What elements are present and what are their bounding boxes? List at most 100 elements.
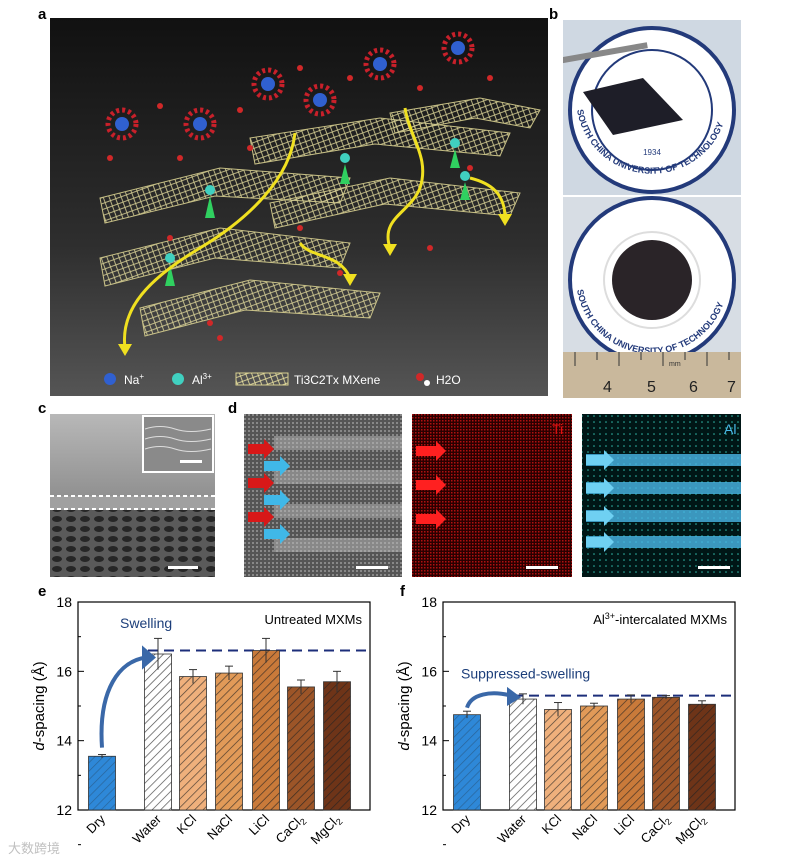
bar-hatch: [252, 650, 280, 810]
bar-kcl: [544, 702, 572, 811]
x-tick-label: Water: [129, 811, 164, 846]
x-tick-label: CaCl2: [638, 812, 674, 848]
panel-label-c: c: [38, 400, 47, 417]
tem-scale-bar: [356, 566, 388, 569]
bar-hatch: [688, 704, 716, 810]
tem-image: [244, 414, 402, 577]
ruler-number-6: 6: [689, 379, 698, 396]
panel-label-d: d: [228, 400, 238, 417]
ti-label: Ti: [552, 421, 563, 437]
bar-hatch: [652, 697, 680, 810]
chart-title: Untreated MXMs: [264, 612, 362, 627]
legend-mxene: Ti3C2Tx MXene: [294, 373, 381, 387]
bar-mgcl2: [688, 700, 716, 811]
y-tick-label: 18: [421, 594, 437, 610]
y-tick-label: 12: [56, 802, 72, 818]
x-tick-label: LiCl: [246, 811, 273, 838]
legend-al: Al: [192, 373, 203, 387]
bar-licl: [617, 694, 645, 811]
ruler: [563, 352, 741, 398]
bar-nacl: [215, 665, 243, 811]
bar-dry: [88, 754, 116, 811]
bar-water: [144, 637, 172, 811]
x-tick-label: MgCl2: [673, 812, 710, 849]
bar-hatch: [617, 699, 645, 810]
x-tick-label: KCl: [539, 811, 564, 836]
bar-hatch: [509, 699, 537, 810]
bar-cacl2: [287, 679, 315, 811]
x-tick-label: CaCl2: [273, 812, 309, 848]
bar-kcl: [179, 669, 207, 811]
tweezers: [558, 42, 648, 64]
suppressed-swelling-label: Suppressed-swelling: [461, 665, 590, 681]
schematic-legend: Na+ Al3+ Ti3C2Tx MXene H2O: [104, 372, 461, 387]
ruler-number-4: 4: [603, 379, 612, 396]
chart-f-svg: 12 14 16 18 d-spacing (Å) Dry Water KCl NaCl LiCl…: [396, 594, 736, 849]
schematic-figure: Na+ Al3+ Ti3C2Tx MXene H2O: [50, 18, 548, 396]
inset-scale-bar: [180, 460, 202, 463]
suppressed-arrow: [465, 691, 512, 709]
legend-na: Na: [124, 373, 140, 387]
suppressed-arrowhead: [507, 686, 521, 706]
membrane-film-flexible: [583, 78, 683, 135]
swelling-label: Swelling: [120, 615, 172, 631]
chart-title: Al3+-intercalated MXMs: [593, 611, 727, 627]
bar-hatch: [544, 709, 572, 810]
hydrated-na-clusters: [105, 31, 475, 141]
eds-mapping-panel: Ti Al: [244, 414, 741, 577]
swelling-arrow: [99, 655, 147, 748]
bar-hatch: [88, 756, 116, 810]
x-tick-label: MgCl2: [308, 812, 345, 849]
ruler-number-5: 5: [647, 379, 656, 396]
bar-mgcl2: [323, 670, 351, 811]
bar-hatch: [179, 676, 207, 810]
bar-hatch: [323, 681, 351, 810]
al-ions: [165, 138, 470, 286]
ruler-unit: mm: [669, 361, 681, 368]
panel-label-a: a: [38, 6, 47, 23]
x-tick-label: Water: [494, 811, 529, 846]
panel-label-b: b: [549, 6, 559, 23]
eds-maps: Ti Al: [244, 414, 741, 577]
chart-e: 12 14 16 18 d-spacing (Å) Dry Water KCl NaCl LiCl…: [30, 592, 395, 860]
bar-cacl2: [652, 695, 680, 811]
y-tick-label: 16: [421, 663, 437, 679]
sem-cross-section-panel: [50, 414, 215, 577]
ruler-number-7: 7: [727, 379, 736, 396]
bar-water: [509, 693, 537, 811]
y-tick-label: 18: [56, 594, 72, 610]
panel-label-e: e: [38, 583, 47, 600]
scale-bar: [168, 566, 198, 569]
membrane-photos: SOUTH CHINA UNIVERSITY OF TECHNOLOGY 193…: [558, 20, 741, 398]
bar-hatch: [287, 686, 315, 810]
y-tick-label: 12: [421, 802, 437, 818]
ti-scale-bar: [526, 566, 558, 569]
pathway-arrowheads: [118, 214, 512, 356]
svg-text:Na+: Na+: [124, 372, 144, 387]
transport-pathways: [122, 107, 507, 349]
chart-e-svg: 12 14 16 18 d-spacing (Å) Dry Water KCl NaCl LiCl…: [31, 594, 371, 849]
x-tick-label: NaCl: [569, 811, 600, 842]
x-tick-label: NaCl: [204, 811, 235, 842]
ti-map: Ti: [412, 414, 572, 577]
sem-image: [50, 414, 215, 577]
x-tick-label: KCl: [174, 811, 199, 836]
y-tick-label: 14: [421, 733, 437, 749]
x-tick-label: LiCl: [611, 811, 638, 838]
bar-hatch: [215, 673, 243, 810]
swelling-arrowhead: [142, 645, 156, 670]
bar-hatch: [453, 714, 481, 810]
panel-label-f: f: [400, 583, 405, 600]
x-tick-label: Dry: [448, 811, 473, 836]
y-axis-label: d-spacing (Å): [396, 661, 413, 750]
svg-text:Al3+: Al3+: [192, 372, 212, 387]
al-scale-bar: [698, 566, 730, 569]
bar-hatch: [580, 706, 608, 810]
y-tick-label: 16: [56, 663, 72, 679]
al-label: Al: [724, 421, 736, 437]
schematic-panel: Na+ Al3+ Ti3C2Tx MXene H2O: [50, 18, 548, 396]
al-map: Al: [582, 414, 741, 577]
y-axis-label: d-spacing (Å): [31, 661, 48, 750]
watermark: 大数跨境: [8, 841, 61, 856]
sem-inset: [142, 415, 214, 473]
